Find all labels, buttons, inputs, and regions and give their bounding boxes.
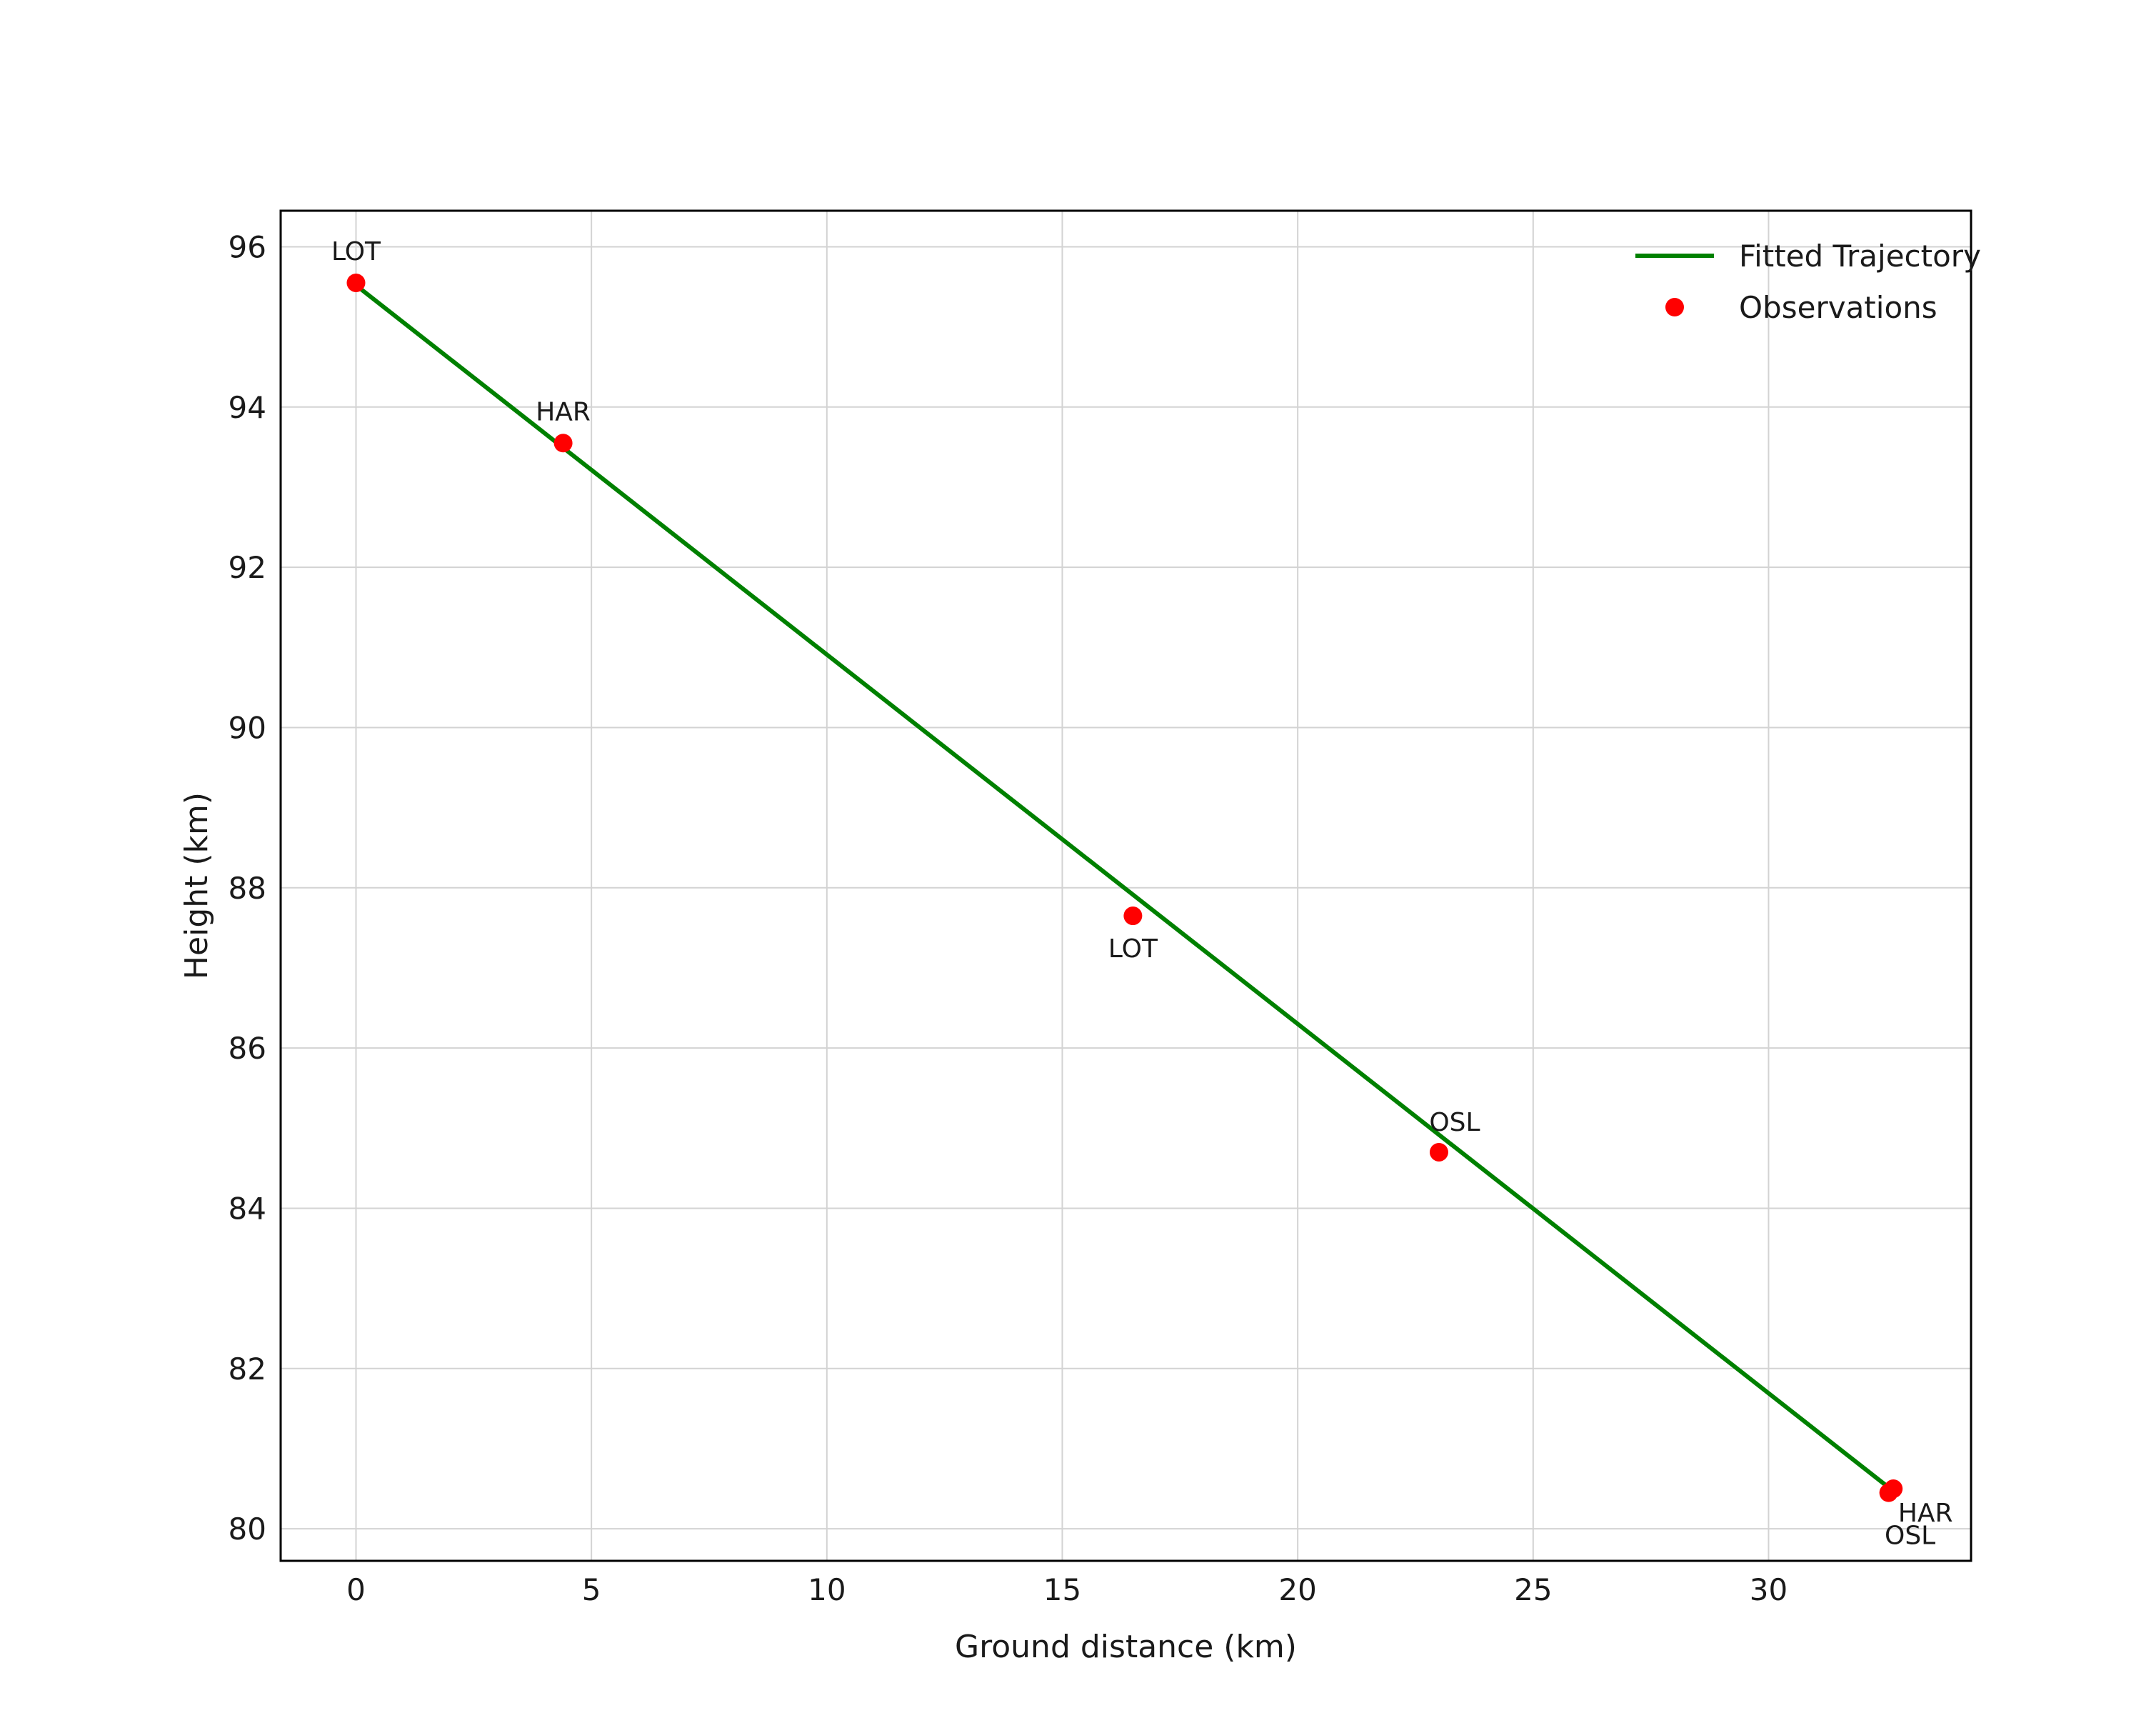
observation-point-har — [553, 434, 573, 453]
y-tick-label: 82 — [229, 1352, 266, 1387]
legend-item-label: Observations — [1739, 290, 1937, 325]
y-tick-label: 92 — [229, 550, 266, 585]
x-tick-label: 0 — [346, 1572, 366, 1607]
x-tick-label: 25 — [1514, 1572, 1552, 1607]
y-tick-label: 80 — [229, 1512, 266, 1547]
observation-station-label: OSL — [1885, 1522, 1935, 1551]
observation-station-label: LOT — [331, 237, 381, 266]
y-tick-label: 90 — [229, 710, 266, 745]
y-tick-label: 86 — [229, 1031, 266, 1066]
observation-point-osl — [1429, 1142, 1448, 1162]
observation-station-label: OSL — [1429, 1108, 1480, 1137]
x-axis-label: Ground distance (km) — [955, 1629, 1297, 1665]
y-tick-label: 88 — [229, 871, 266, 906]
plot-frame — [279, 209, 1972, 1562]
observation-station-label: HAR — [1898, 1499, 1953, 1528]
observation-station-label: HAR — [536, 397, 591, 426]
y-tick-label: 96 — [229, 229, 266, 264]
x-tick-label: 5 — [582, 1572, 601, 1607]
observation-point-lot — [346, 273, 366, 292]
x-tick-label: 30 — [1750, 1572, 1788, 1607]
x-tick-label: 10 — [808, 1572, 846, 1607]
y-tick-label: 84 — [229, 1191, 266, 1226]
legend-item-label: Fitted Trajectory — [1739, 239, 1981, 274]
observation-point-lot — [1123, 907, 1143, 926]
fitted-trajectory-line — [354, 283, 1896, 1494]
legend-dot-sample — [1665, 298, 1684, 316]
x-tick-label: 15 — [1043, 1572, 1081, 1607]
y-axis-label: Height (km) — [179, 792, 215, 979]
observation-station-label: LOT — [1108, 934, 1158, 964]
observation-point-osl — [1879, 1483, 1898, 1502]
x-tick-label: 20 — [1278, 1572, 1316, 1607]
y-tick-label: 94 — [229, 390, 266, 425]
